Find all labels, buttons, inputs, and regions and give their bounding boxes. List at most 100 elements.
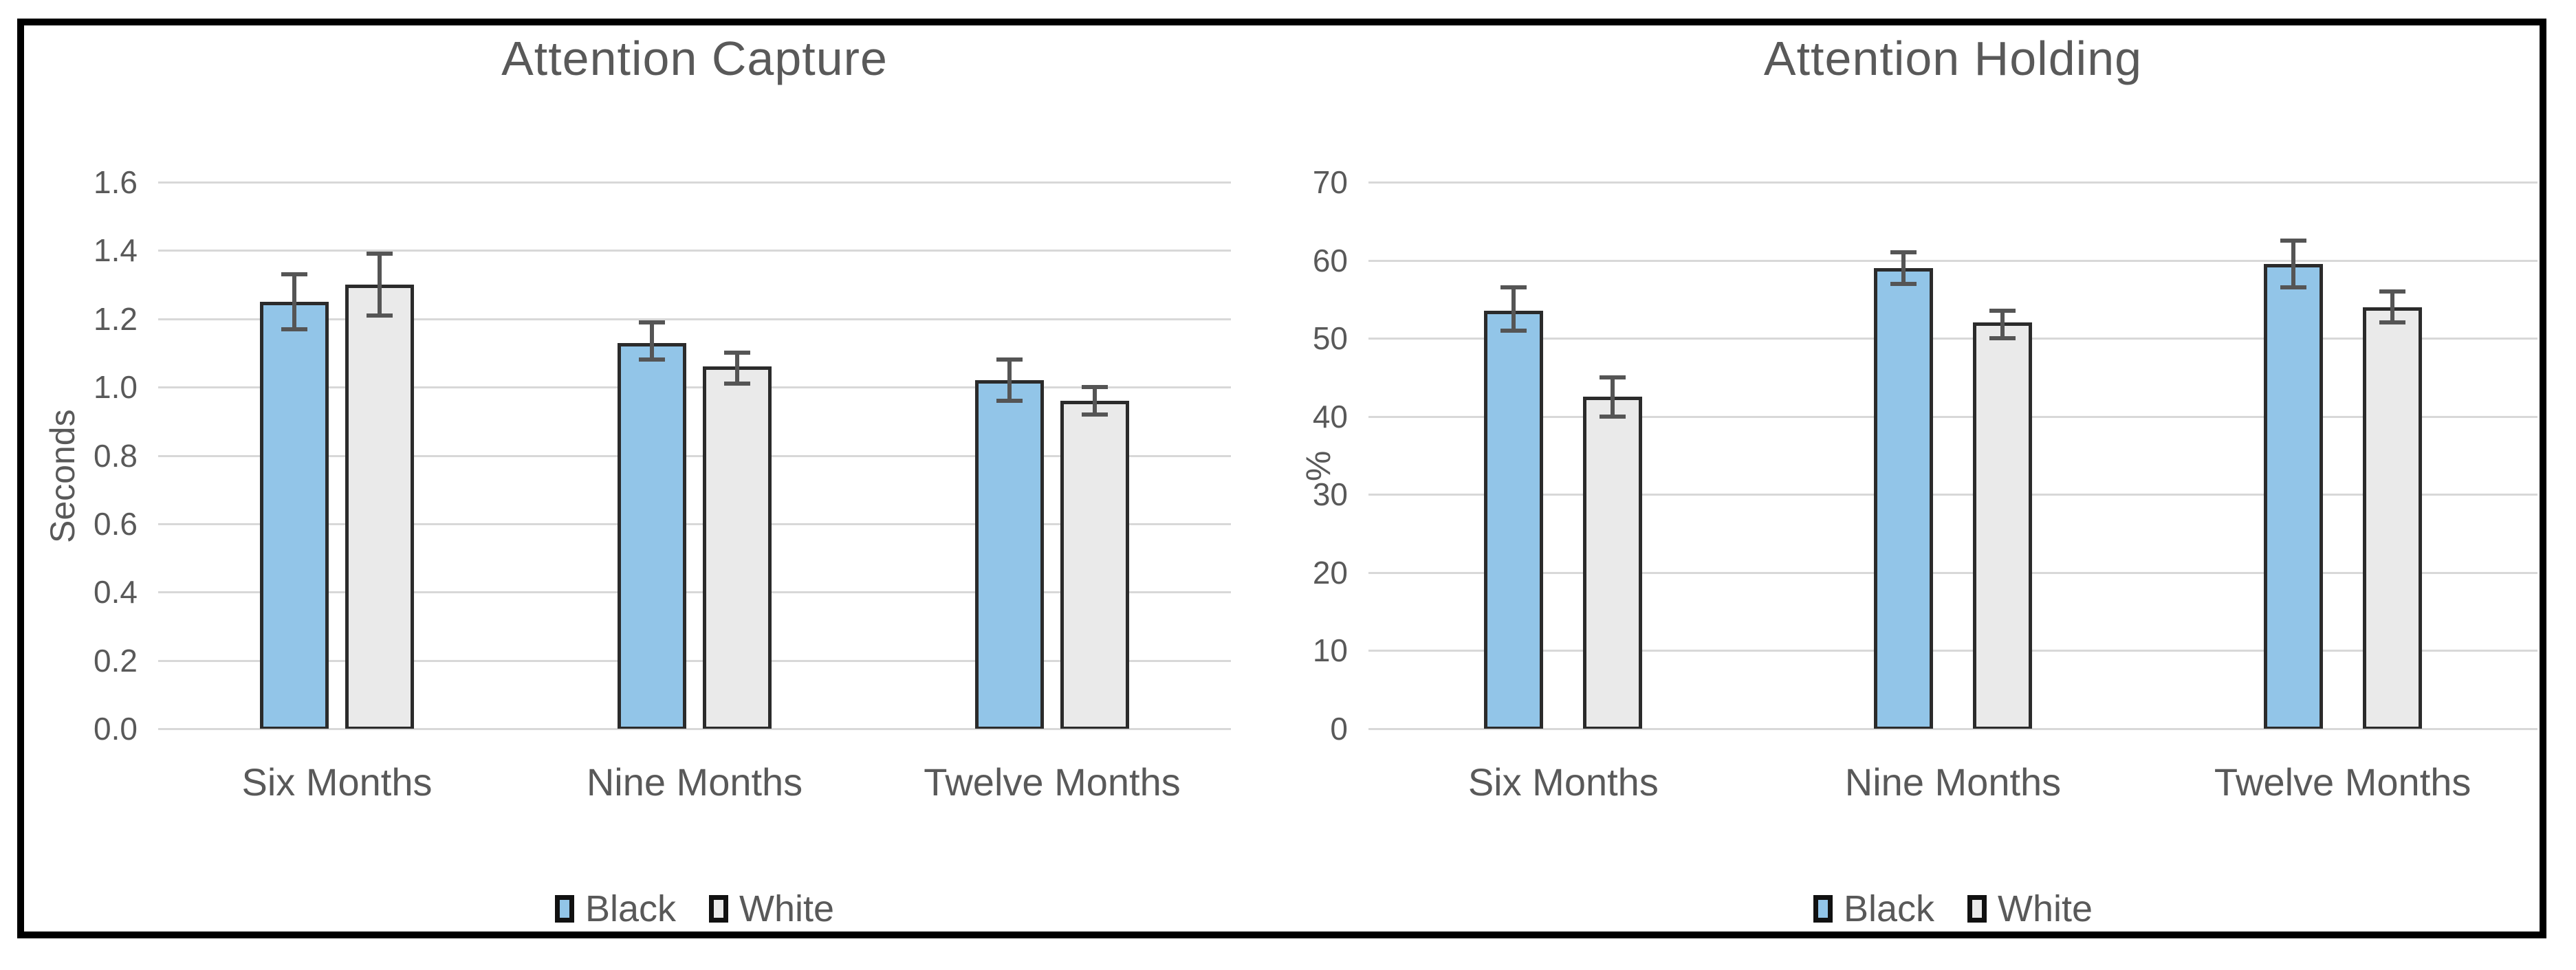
error-bar xyxy=(2390,291,2394,323)
category-label: Six Months xyxy=(1467,760,1659,804)
bar-black xyxy=(2263,264,2323,729)
error-bar-top-cap xyxy=(2379,289,2405,294)
y-axis-tick-labels: 70 60 50 40 30 20 10 0 xyxy=(1224,164,1348,747)
error-bar xyxy=(292,274,296,329)
gridline xyxy=(1368,259,2537,262)
y-tick-label: 0.6 xyxy=(94,505,138,542)
legend-swatch-white xyxy=(1967,895,1987,923)
legend-label: Black xyxy=(585,888,676,929)
y-tick-label: 60 xyxy=(1312,242,1348,278)
bar-group xyxy=(516,182,873,729)
error-bar-bottom-cap xyxy=(1600,414,1626,419)
gridline xyxy=(1368,181,2537,184)
error-bar-top-cap xyxy=(367,252,393,256)
legend-swatch-white xyxy=(709,895,728,923)
error-bar xyxy=(378,254,382,316)
error-bar xyxy=(1093,387,1097,415)
error-bar-bottom-cap xyxy=(2379,320,2405,325)
legend: Black White xyxy=(1368,887,2537,931)
bar-white xyxy=(1060,401,1129,729)
bar-white xyxy=(2362,307,2422,729)
gridline xyxy=(1368,415,2537,418)
bar-black xyxy=(1873,267,1933,729)
error-bar-top-cap xyxy=(2280,239,2306,243)
legend-label: Black xyxy=(1843,888,1934,929)
gridline xyxy=(158,522,1231,525)
y-tick-label: 30 xyxy=(1312,476,1348,513)
error-bar xyxy=(1007,360,1012,401)
bar-slot xyxy=(1484,182,1544,729)
bar-slot xyxy=(975,182,1044,729)
legend-label: White xyxy=(739,888,835,929)
y-tick-label: 50 xyxy=(1312,320,1348,357)
x-axis-category-labels: Six Months Nine Months Twelve Months xyxy=(158,760,1231,808)
gridline xyxy=(1368,494,2537,496)
legend-entry-black: Black xyxy=(1813,888,1934,930)
category-label: Twelve Months xyxy=(924,760,1181,804)
legend-entry-white: White xyxy=(709,888,834,930)
category-label: Twelve Months xyxy=(2214,760,2471,804)
bar-slot xyxy=(1972,182,2032,729)
legend-swatch-black xyxy=(1813,895,1833,923)
error-bar-top-cap xyxy=(996,357,1023,362)
gridline xyxy=(158,386,1231,389)
gridline xyxy=(158,454,1231,457)
y-tick-label: 0.8 xyxy=(94,437,138,474)
error-bar-top-cap xyxy=(724,351,750,355)
error-bar xyxy=(735,353,739,384)
bar-slot xyxy=(345,182,414,729)
error-bar xyxy=(1611,377,1615,417)
gridline xyxy=(1368,338,2537,340)
y-tick-label: 70 xyxy=(1312,164,1348,200)
bar-black xyxy=(975,380,1044,729)
error-bar-bottom-cap xyxy=(724,382,750,386)
bar-slot xyxy=(618,182,686,729)
gridline xyxy=(1368,571,2537,574)
error-bar xyxy=(1901,252,1906,284)
y-tick-label: 10 xyxy=(1312,632,1348,669)
gridline xyxy=(1368,728,2537,730)
y-tick-label: 1.6 xyxy=(94,164,138,200)
legend-entry-black: Black xyxy=(554,888,676,930)
bar-black xyxy=(618,342,686,729)
legend: Black White xyxy=(158,887,1231,931)
y-tick-label: 0.0 xyxy=(94,711,138,747)
error-bar-bottom-cap xyxy=(1500,328,1527,333)
bar-group xyxy=(873,182,1231,729)
error-bar-top-cap xyxy=(1600,375,1626,379)
bar-white xyxy=(1583,397,1643,729)
y-tick-label: 1.4 xyxy=(94,232,138,269)
bar-slot xyxy=(2362,182,2422,729)
y-tick-label: 0.4 xyxy=(94,574,138,610)
y-tick-label: 20 xyxy=(1312,554,1348,591)
error-bar-bottom-cap xyxy=(996,399,1023,403)
category-label: Nine Months xyxy=(1844,760,2062,804)
bar-white xyxy=(345,285,414,729)
bar-slot xyxy=(1060,182,1129,729)
y-tick-label: 0.2 xyxy=(94,642,138,679)
figure-border xyxy=(17,19,2546,938)
plot-area xyxy=(158,181,1231,730)
error-bar-top-cap xyxy=(1890,250,1917,255)
bar-black xyxy=(260,301,329,729)
gridline xyxy=(158,250,1231,252)
bar-slot xyxy=(703,182,772,729)
error-bar-top-cap xyxy=(1082,385,1108,390)
gridline xyxy=(158,659,1231,662)
bar-group xyxy=(1758,182,2148,729)
error-bar-bottom-cap xyxy=(367,313,393,318)
error-bar xyxy=(650,322,654,360)
gridline xyxy=(158,318,1231,320)
chart-title: Attention Capture xyxy=(501,32,888,85)
x-axis-category-labels: Six Months Nine Months Twelve Months xyxy=(1368,760,2537,808)
bar-slot xyxy=(1583,182,1643,729)
plot-area xyxy=(1368,181,2537,730)
bar-slot xyxy=(260,182,329,729)
bar-group xyxy=(2148,182,2537,729)
gridline xyxy=(158,728,1231,730)
legend-swatch-black xyxy=(554,895,574,923)
gridline xyxy=(158,181,1231,184)
error-bar xyxy=(1511,287,1516,331)
error-bar-bottom-cap xyxy=(1890,281,1917,286)
